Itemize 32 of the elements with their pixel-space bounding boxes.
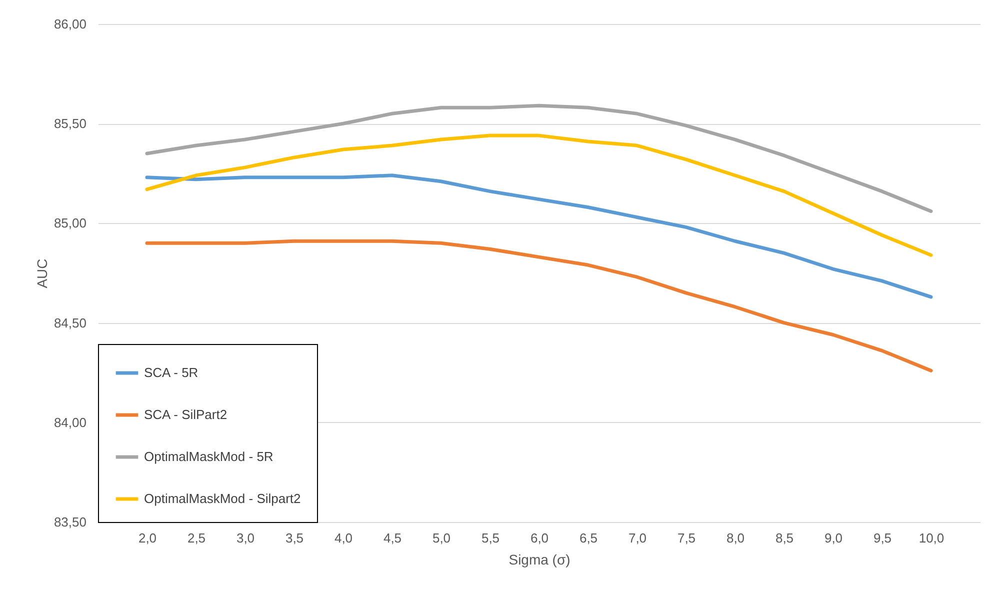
legend-label: SCA - SilPart2: [144, 407, 228, 422]
legend-label: OptimalMaskMod - Silpart2: [144, 491, 301, 506]
y-tick-label: 84,00: [54, 414, 86, 430]
x-tick-label: 10,0: [918, 530, 944, 546]
x-tick-label: 8,5: [775, 530, 794, 546]
x-axis-title: Sigma (σ): [508, 552, 570, 568]
y-tick-label: 85,50: [54, 116, 86, 132]
y-tick-label: 86,00: [54, 16, 86, 32]
x-tick-label: 5,0: [432, 530, 451, 546]
x-tick-label: 3,5: [285, 530, 304, 546]
y-tick-label: 84,50: [54, 315, 86, 330]
y-tick-label: 83,50: [54, 514, 86, 530]
x-tick-label: 6,5: [579, 530, 598, 546]
legend-label: OptimalMaskMod - 5R: [144, 449, 274, 464]
x-tick-label: 3,0: [236, 530, 255, 546]
x-tick-label: 7,5: [677, 530, 696, 546]
x-tick-label: 2,5: [187, 530, 206, 546]
x-tick-label: 6,0: [530, 530, 549, 546]
x-tick-label: 2,0: [138, 530, 157, 546]
y-tick-label: 85,00: [54, 216, 86, 231]
x-tick-label: 9,5: [873, 530, 892, 546]
x-tick-label: 8,0: [726, 530, 745, 546]
legend-label: SCA - 5R: [144, 365, 198, 380]
x-tick-label: 7,0: [628, 530, 647, 546]
x-tick-label: 9,0: [824, 530, 843, 546]
x-tick-label: 5,5: [481, 530, 500, 546]
line-series: [145, 174, 933, 299]
x-tick-label: 4,0: [334, 530, 353, 546]
y-axis-title: AUC: [34, 258, 50, 288]
line-series: [145, 134, 933, 257]
x-tick-label: 4,5: [383, 530, 402, 546]
line-series: [145, 104, 933, 213]
